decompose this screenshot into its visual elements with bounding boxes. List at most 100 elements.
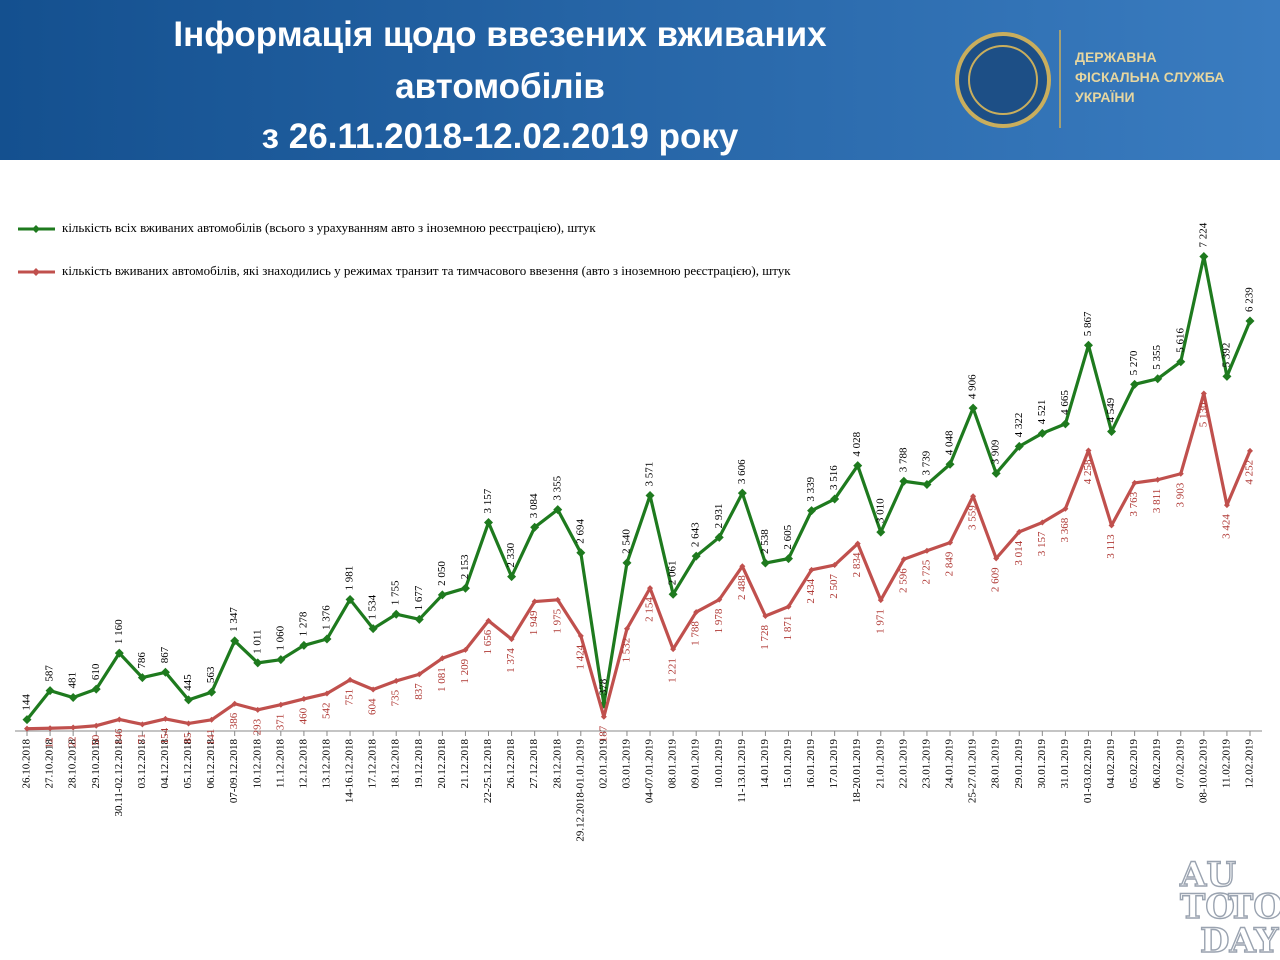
data-point	[45, 686, 55, 696]
x-tick-label: 07.02.2019	[1174, 739, 1186, 789]
data-point	[1083, 340, 1093, 350]
data-point	[116, 716, 123, 723]
data-label: 1 656	[482, 629, 494, 654]
data-point	[184, 695, 194, 705]
data-point	[993, 555, 1000, 562]
data-label: 146	[113, 728, 125, 745]
data-label: 5 270	[1128, 350, 1140, 375]
data-label: 4 252	[1244, 460, 1256, 485]
data-label: 587	[44, 665, 56, 682]
data-point	[437, 590, 447, 600]
logo	[955, 32, 1051, 128]
data-label: 4 048	[944, 430, 956, 455]
data-point	[876, 527, 886, 537]
data-point	[1085, 447, 1092, 454]
data-label: 1 677	[413, 585, 425, 610]
data-label: 85	[182, 732, 194, 744]
data-point	[900, 556, 907, 563]
data-point	[1154, 476, 1161, 483]
data-point	[691, 551, 701, 561]
data-label: 154	[159, 727, 171, 744]
data-point	[208, 716, 215, 723]
data-point	[300, 695, 307, 702]
data-label: 2 538	[759, 529, 771, 554]
data-label: 1 347	[228, 607, 240, 632]
data-point	[830, 494, 840, 504]
data-label: 1 160	[113, 619, 125, 644]
data-label: 751	[344, 689, 356, 706]
data-point	[576, 548, 586, 558]
data-point	[693, 609, 700, 616]
data-label: 3 339	[805, 476, 817, 501]
data-label: 1 949	[528, 610, 540, 635]
x-tick-label: 02.01.2019	[597, 739, 609, 789]
data-point	[485, 617, 492, 624]
data-label: 71	[136, 733, 148, 744]
title-line: автомобілів	[395, 67, 605, 106]
data-point	[1199, 252, 1209, 262]
data-point	[716, 596, 723, 603]
data-label: 460	[297, 707, 309, 724]
data-label: 5 355	[1151, 345, 1163, 370]
watermark: TO	[1180, 887, 1235, 927]
data-label: 6 239	[1244, 287, 1256, 312]
data-point	[970, 493, 977, 500]
data-point	[647, 585, 654, 592]
data-point	[762, 612, 769, 619]
x-tick-label: 05.02.2019	[1128, 739, 1140, 789]
data-label: 1 871	[782, 616, 794, 641]
data-label: 3 113	[1105, 534, 1117, 559]
data-label: 563	[205, 666, 217, 683]
data-label: 1 011	[251, 630, 263, 654]
data-point	[460, 583, 470, 593]
data-point	[414, 614, 424, 624]
data-point	[922, 479, 932, 489]
data-point	[783, 554, 793, 564]
org-name: ДЕРЖАВНА	[1075, 49, 1157, 65]
data-point	[1037, 428, 1047, 438]
x-tick-label: 27.10.2018	[44, 739, 56, 789]
data-label: 386	[228, 712, 240, 729]
data-label: 1 981	[344, 566, 356, 591]
data-label: 144	[21, 694, 33, 711]
data-point	[162, 715, 169, 722]
data-point	[231, 700, 238, 707]
series-line	[25, 254, 1252, 721]
data-label: 1 081	[436, 667, 448, 692]
watermark: TO	[1228, 887, 1280, 927]
data-point	[24, 725, 30, 732]
data-point	[93, 722, 100, 729]
data-label: 1 971	[874, 609, 886, 634]
x-tick-label: 03.12.2018	[136, 739, 148, 789]
data-label: 3 763	[1128, 491, 1140, 516]
data-point	[276, 655, 286, 665]
data-point	[807, 506, 817, 516]
data-point	[739, 563, 746, 570]
data-point	[47, 725, 54, 732]
data-point	[1245, 316, 1255, 326]
data-label: 22	[67, 737, 79, 748]
x-tick-label: 04.12.2018	[159, 739, 171, 789]
org-name: УКРАЇНИ	[1075, 89, 1135, 105]
data-point	[737, 488, 747, 498]
title-line: Інформація щодо ввезених вживаних	[173, 15, 827, 54]
x-tick-label: 04.02.2019	[1105, 739, 1117, 789]
x-tick-label: 29.01.2019	[1013, 739, 1025, 789]
data-point	[1016, 528, 1023, 535]
data-label: 1 376	[321, 605, 333, 630]
data-point	[600, 713, 607, 720]
watermark: DAY	[1200, 921, 1279, 960]
data-label: 1 728	[759, 624, 771, 649]
data-point	[899, 476, 909, 486]
data-label: 2 725	[920, 559, 932, 584]
data-label: 3 606	[736, 459, 748, 484]
x-tick-label: 17.12.2018	[367, 739, 379, 789]
x-tick-label: 31.01.2019	[1059, 739, 1071, 789]
data-point	[947, 539, 954, 546]
data-point	[877, 597, 884, 604]
data-point	[945, 459, 955, 469]
data-label: 867	[159, 646, 171, 663]
x-tick-label: 25-27.01.2019	[967, 739, 979, 804]
